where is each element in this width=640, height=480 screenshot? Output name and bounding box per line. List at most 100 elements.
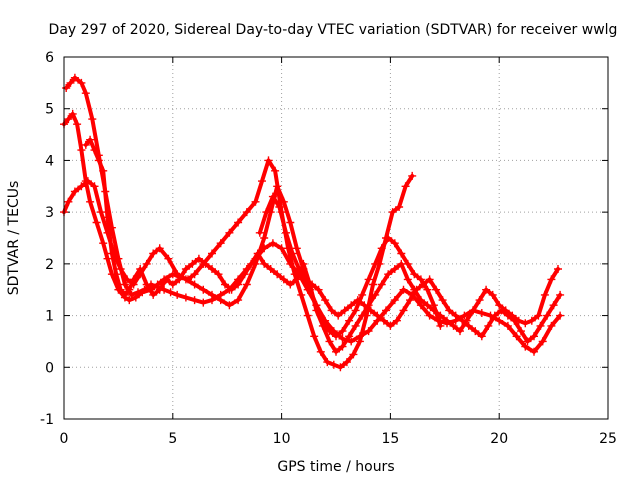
data-point-marker [432,285,441,294]
data-point-marker [438,296,447,305]
data-point-marker [120,290,129,299]
data-point-marker [66,78,75,87]
data-point-marker [464,321,473,330]
data-point-marker [538,337,547,346]
data-point-marker [83,177,92,186]
data-point-marker [120,280,129,289]
data-point-marker [70,73,79,82]
data-point-marker [295,265,303,273]
data-point-marker [510,316,519,325]
data-point-marker [77,182,86,191]
data-point-marker [94,156,103,165]
data-point-marker [366,306,375,315]
data-point-marker [225,301,234,310]
data-point-marker [477,332,486,341]
data-point-marker [297,290,306,299]
data-point-marker [253,249,262,258]
data-point-marker [299,259,308,268]
y-tick-labels: -1 0 1 2 3 4 5 6 [40,50,54,428]
data-point-marker [286,280,295,289]
data-point-marker [534,311,543,320]
data-point-marker [373,311,382,320]
x-axis-label: GPS time / hours [277,459,394,475]
data-point-marker [273,182,282,191]
x-tick-label: 10 [273,431,291,447]
series-track-e [255,192,565,346]
data-point-marker [429,306,438,315]
data-point-marker [240,270,249,279]
data-point-marker [390,239,399,248]
data-point-marker [340,306,349,315]
data-point-marker [292,275,301,284]
data-point-marker [140,285,149,294]
data-point-marker [282,228,290,237]
data-point-marker [425,311,434,320]
data-point-marker [277,244,286,253]
data-point-marker [395,203,404,211]
data-point-marker [412,285,421,294]
data-point-marker [316,347,325,356]
data-point-marker [484,321,493,330]
data-point-marker [125,296,134,305]
data-point-marker [279,197,288,206]
data-point-marker [419,280,427,289]
data-point-marker [390,296,399,305]
data-point-marker [103,254,112,263]
data-point-marker [273,270,282,279]
data-point-marker [247,259,256,268]
data-point-marker [271,166,280,175]
data-point-marker [262,208,271,217]
data-point-marker [181,293,190,302]
data-point-marker [471,327,480,336]
data-point-marker [497,306,506,315]
data-point-marker [527,316,536,325]
data-point-marker [251,197,260,206]
data-point-marker [521,342,530,351]
data-point-marker [386,321,395,330]
data-point-marker [258,177,266,186]
data-point-marker [292,244,301,253]
data-point-marker [329,360,338,369]
data-point-marker [364,275,373,284]
data-point-marker [345,332,354,341]
data-point-marker [345,316,354,325]
data-point-marker [377,244,386,253]
data-point-marker [399,285,408,294]
chart-title: Day 297 of 2020, Sidereal Day-to-day VTE… [49,22,618,38]
data-point-marker [162,275,171,284]
data-point-marker [347,301,356,310]
data-point-marker [399,306,408,315]
data-point-marker [460,311,469,320]
data-point-marker [503,311,512,320]
data-point-marker [77,146,86,155]
data-point-marker [423,301,432,310]
data-point-marker [303,311,312,320]
data-point-marker [469,306,478,315]
data-point-marker [310,332,319,341]
data-point-marker [208,249,216,258]
data-point-marker [77,78,86,87]
series-track-b [62,73,565,356]
data-point-marker [336,363,345,372]
data-point-marker [103,213,112,222]
data-point-marker [268,192,277,201]
data-point-marker [90,182,99,191]
data-point-marker [530,347,538,356]
data-point-marker [351,321,360,330]
data-point-marker [194,254,203,263]
data-point-marker [116,265,125,273]
data-point-marker [260,259,269,268]
data-point-marker [242,280,251,289]
data-point-marker [358,311,367,320]
data-point-marker [379,316,388,325]
data-point-marker [308,280,317,289]
data-point-marker [364,327,373,336]
data-point-marker [208,290,216,299]
data-point-marker [286,218,295,227]
data-point-marker [403,275,412,284]
data-point-marker [456,327,464,336]
data-point-marker [406,296,414,305]
data-point-marker [99,166,108,175]
data-point-marker [325,337,334,346]
